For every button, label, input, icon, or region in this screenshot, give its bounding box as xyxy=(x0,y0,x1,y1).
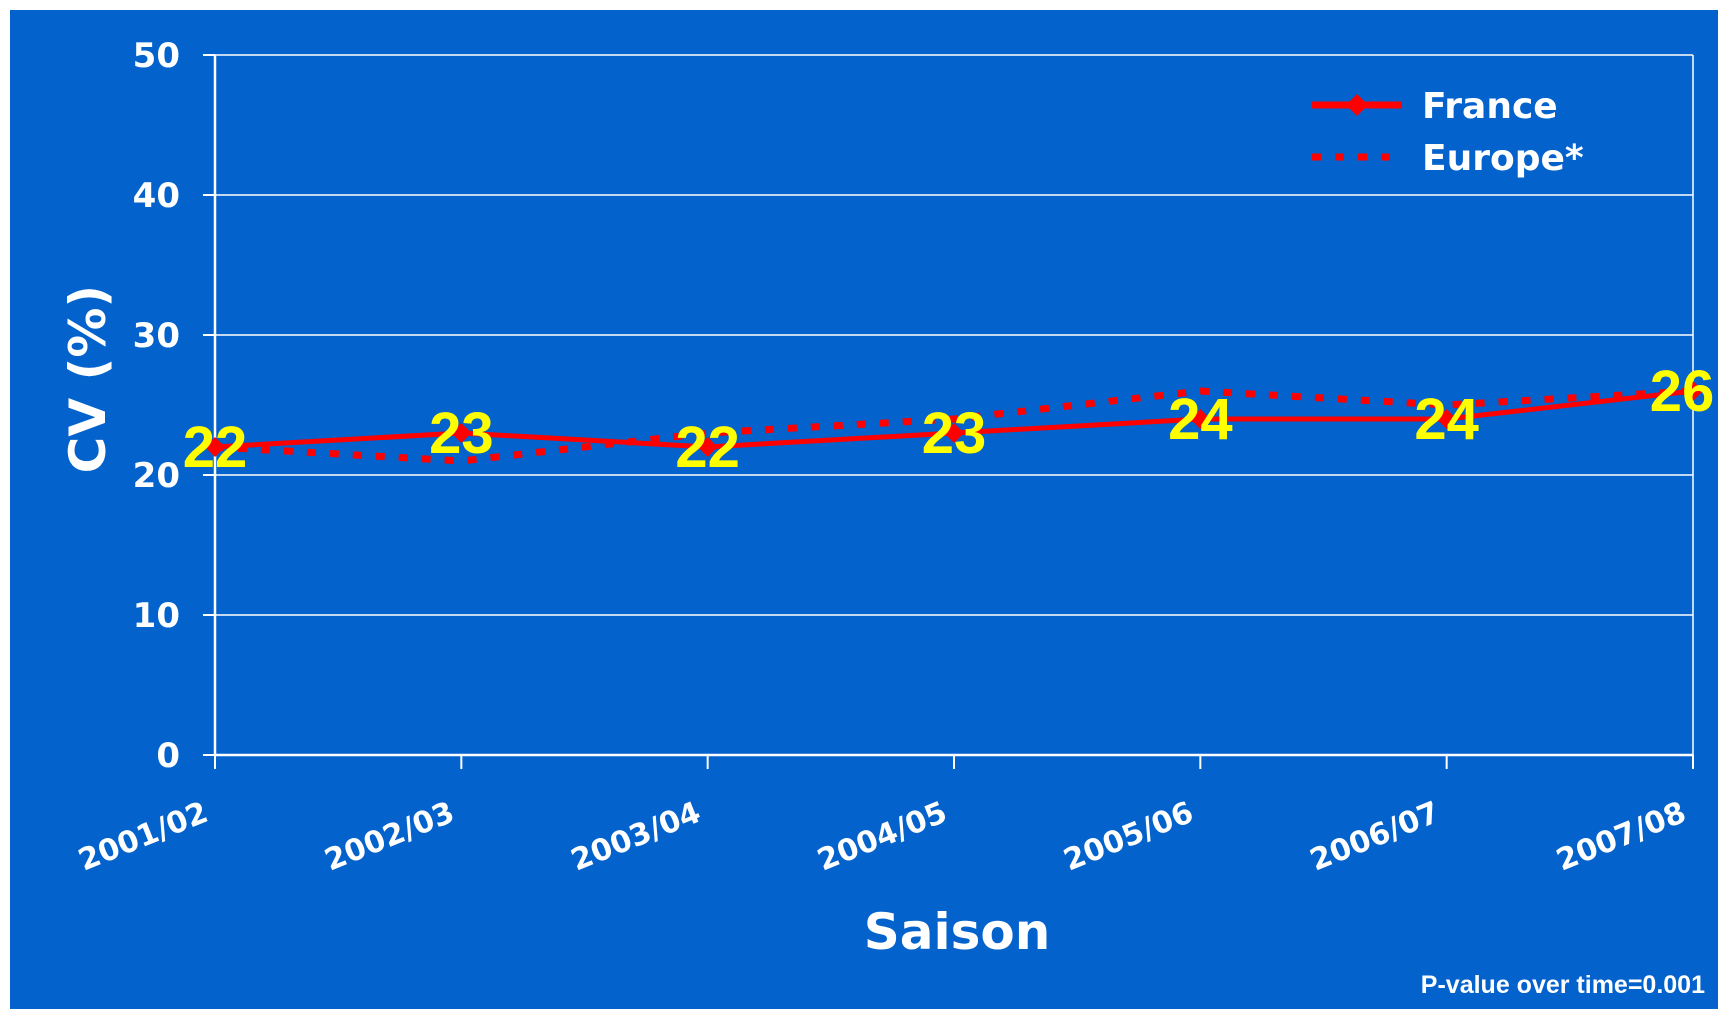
y-tick-label: 10 xyxy=(133,596,180,636)
data-label: 23 xyxy=(429,401,494,466)
legend-europe-label: Europe* xyxy=(1422,138,1584,179)
data-label: 24 xyxy=(1168,387,1233,452)
x-tick-label: 2005/06 xyxy=(1059,795,1198,878)
data-label: 22 xyxy=(675,415,740,480)
series-europe xyxy=(214,387,1694,465)
y-tick-label: 0 xyxy=(156,736,180,776)
gridlines xyxy=(215,54,1693,616)
axes xyxy=(203,54,1694,769)
france-point xyxy=(944,423,964,443)
y-tick-label: 30 xyxy=(133,316,180,356)
y-tick-label: 50 xyxy=(133,36,180,76)
data-labels: 22 23 22 23 24 24 26 xyxy=(183,359,1715,480)
x-tick-label: 2003/04 xyxy=(566,795,705,878)
y-axis-title: CV (%) xyxy=(59,285,117,474)
x-tick-label: 2001/02 xyxy=(74,795,213,878)
x-tick-label: 2002/03 xyxy=(320,795,459,878)
y-tick-label: 40 xyxy=(133,176,180,216)
france-point xyxy=(697,437,718,457)
data-label: 22 xyxy=(183,415,248,480)
france-point xyxy=(205,437,225,457)
x-tick-label: 2004/05 xyxy=(813,795,952,878)
france-point xyxy=(1436,409,1457,429)
x-tick-label: 2007/08 xyxy=(1552,795,1691,878)
line-chart: 0 10 20 30 40 50 2001/02 2002/03 2003/04 2004/05 2… xyxy=(59,36,1715,999)
data-label: 26 xyxy=(1650,359,1715,424)
p-value-note: P-value over time=0.001 xyxy=(1421,971,1705,999)
series-europe-line xyxy=(214,387,1694,465)
chart-slide: 0 10 20 30 40 50 2001/02 2002/03 2003/04 2004/05 2… xyxy=(10,10,1718,1009)
france-point xyxy=(1190,409,1211,429)
france-point xyxy=(1683,381,1703,401)
data-label: 24 xyxy=(1414,387,1479,452)
y-tick-label: 20 xyxy=(133,456,180,496)
legend: France Europe* xyxy=(1312,86,1584,179)
x-tick-label: 2006/07 xyxy=(1305,795,1444,878)
series-france xyxy=(205,381,1703,457)
legend-france-marker xyxy=(1346,94,1368,116)
x-axis-title: Saison xyxy=(864,903,1051,961)
data-label: 23 xyxy=(922,401,987,466)
legend-france-label: France xyxy=(1422,86,1558,127)
france-point xyxy=(451,423,472,443)
